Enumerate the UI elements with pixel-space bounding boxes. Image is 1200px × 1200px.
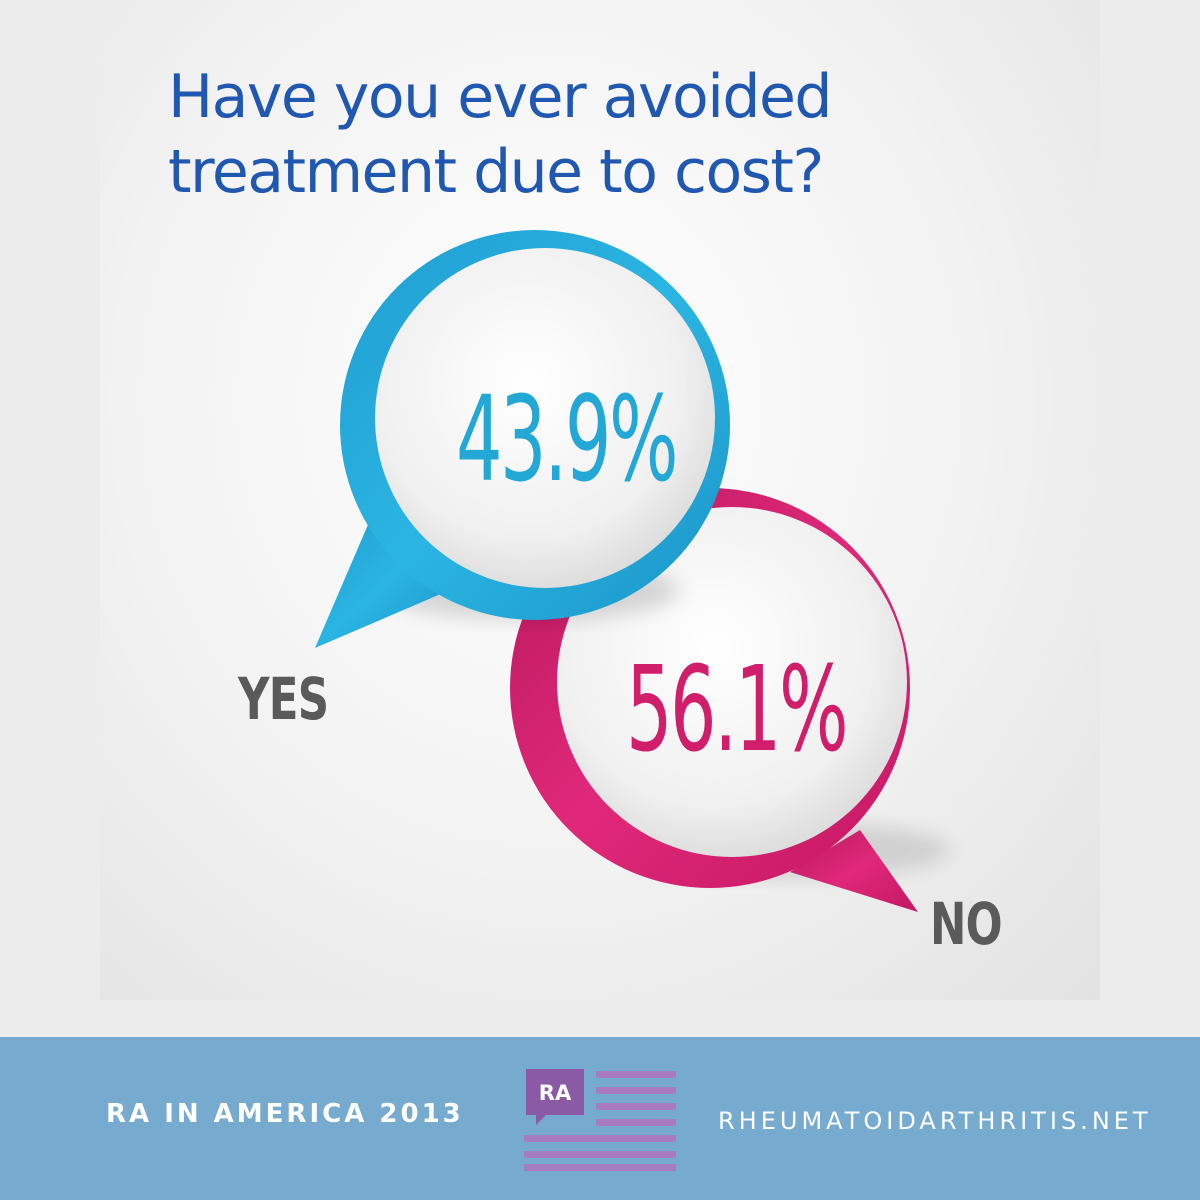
yes-bubble-tail <box>315 520 450 648</box>
footer-banner: RA IN AMERICA 2013 RA RHEUMATOIDARTHRITI… <box>0 1037 1200 1200</box>
speech-bubbles-graphic <box>315 230 950 912</box>
yes-bubble <box>315 230 730 648</box>
survey-question: Have you ever avoided treatment due to c… <box>168 60 1068 210</box>
question-line-2: treatment due to cost? <box>168 137 824 207</box>
footer-campaign-title: RA IN AMERICA 2013 <box>106 1099 464 1129</box>
ra-flag-logo: RA <box>524 1069 676 1171</box>
no-bubble-tail <box>790 830 918 912</box>
no-label: NO <box>930 890 1003 958</box>
yes-bubble-face <box>375 248 715 588</box>
flag-stripes <box>524 1071 676 1171</box>
ra-speech-icon: RA <box>526 1069 584 1125</box>
footer-website[interactable]: RHEUMATOIDARTHRITIS.NET <box>718 1107 1152 1135</box>
yes-percentage: 43.9% <box>455 370 678 508</box>
infographic-panel: Have you ever avoided treatment due to c… <box>100 0 1100 1000</box>
yes-label: YES <box>238 665 329 733</box>
logo-ra-text: RA <box>539 1081 572 1105</box>
question-line-1: Have you ever avoided <box>168 62 833 132</box>
no-percentage: 56.1% <box>625 640 848 778</box>
